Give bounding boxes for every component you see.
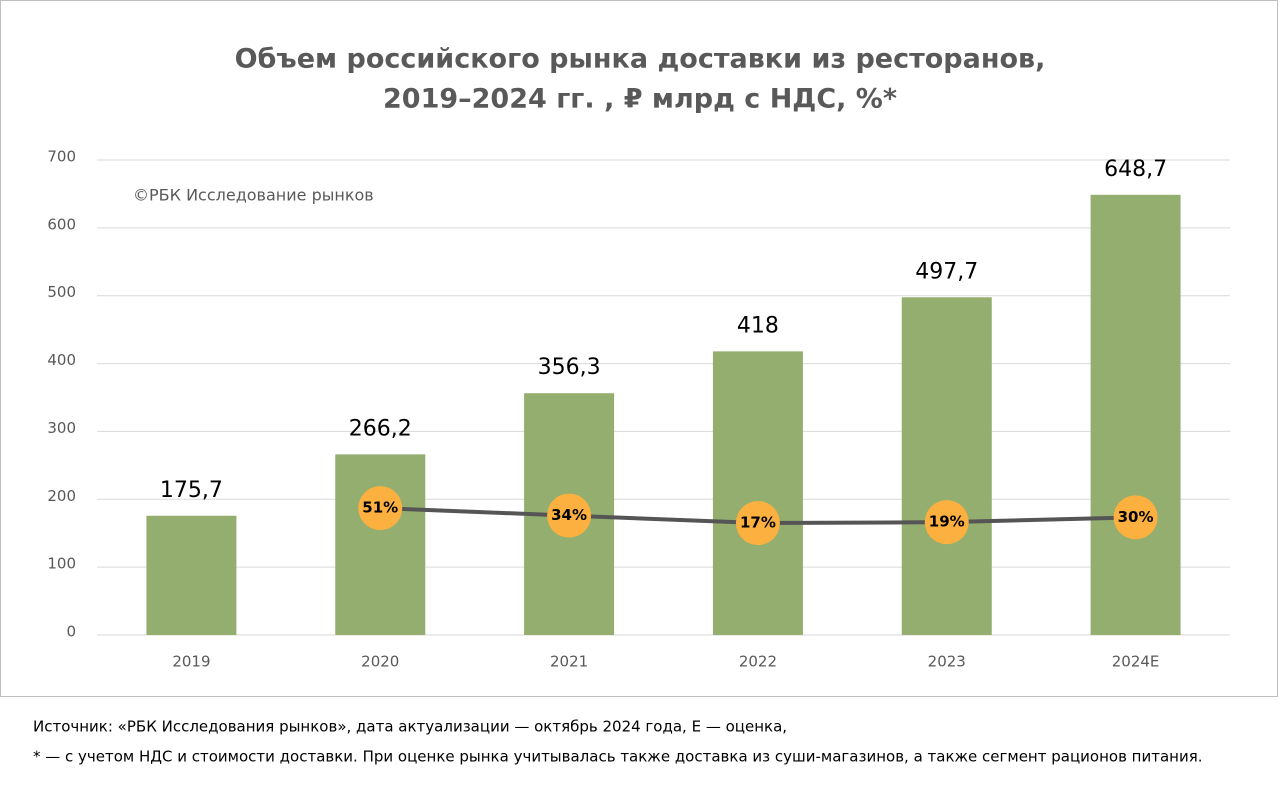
x-tick-label: 2023 bbox=[928, 653, 966, 671]
data-label: 648,7 bbox=[1104, 157, 1167, 182]
growth-marker bbox=[358, 486, 403, 531]
bar bbox=[146, 515, 237, 635]
annotation: ©РБК Исследование рынков bbox=[133, 186, 374, 205]
y-tick-label: 500 bbox=[47, 283, 76, 301]
growth-label: 19% bbox=[929, 513, 965, 531]
y-tick-label: 300 bbox=[47, 419, 76, 437]
growth-marker bbox=[547, 493, 592, 538]
data-label: 497,7 bbox=[915, 259, 978, 284]
bar bbox=[712, 351, 803, 635]
bar bbox=[901, 297, 992, 635]
x-tick-label: 2022 bbox=[739, 653, 777, 671]
growth-label: 51% bbox=[362, 499, 398, 517]
x-tick-label: 2024E bbox=[1112, 653, 1160, 671]
growth-marker bbox=[1113, 495, 1158, 540]
chart-title: Объем российского рынка доставки из рест… bbox=[235, 44, 1046, 75]
y-tick-label: 0 bbox=[66, 623, 76, 641]
data-label: 266,2 bbox=[349, 416, 412, 441]
data-label: 175,7 bbox=[160, 478, 223, 503]
x-tick-label: 2020 bbox=[361, 653, 399, 671]
y-tick-label: 600 bbox=[47, 215, 76, 233]
bar bbox=[1090, 194, 1181, 635]
y-tick-label: 400 bbox=[47, 351, 76, 369]
x-tick-label: 2019 bbox=[172, 653, 210, 671]
footnote: Источник: «РБК Исследования рынков», дат… bbox=[33, 718, 787, 736]
y-tick-label: 100 bbox=[47, 555, 76, 573]
data-label: 418 bbox=[737, 313, 779, 338]
footnote: * — с учетом НДС и стоимости доставки. П… bbox=[33, 748, 1203, 766]
growth-label: 30% bbox=[1118, 508, 1154, 526]
growth-label: 34% bbox=[551, 506, 587, 524]
x-tick-label: 2021 bbox=[550, 653, 588, 671]
bar bbox=[335, 454, 426, 635]
growth-marker bbox=[924, 500, 969, 545]
chart-title: 2019–2024 гг. , ₽ млрд с НДС, %* bbox=[383, 84, 897, 115]
growth-label: 17% bbox=[740, 514, 776, 532]
data-label: 356,3 bbox=[538, 355, 601, 380]
y-tick-label: 200 bbox=[47, 487, 76, 505]
growth-marker bbox=[735, 501, 780, 546]
y-tick-label: 700 bbox=[47, 148, 76, 166]
